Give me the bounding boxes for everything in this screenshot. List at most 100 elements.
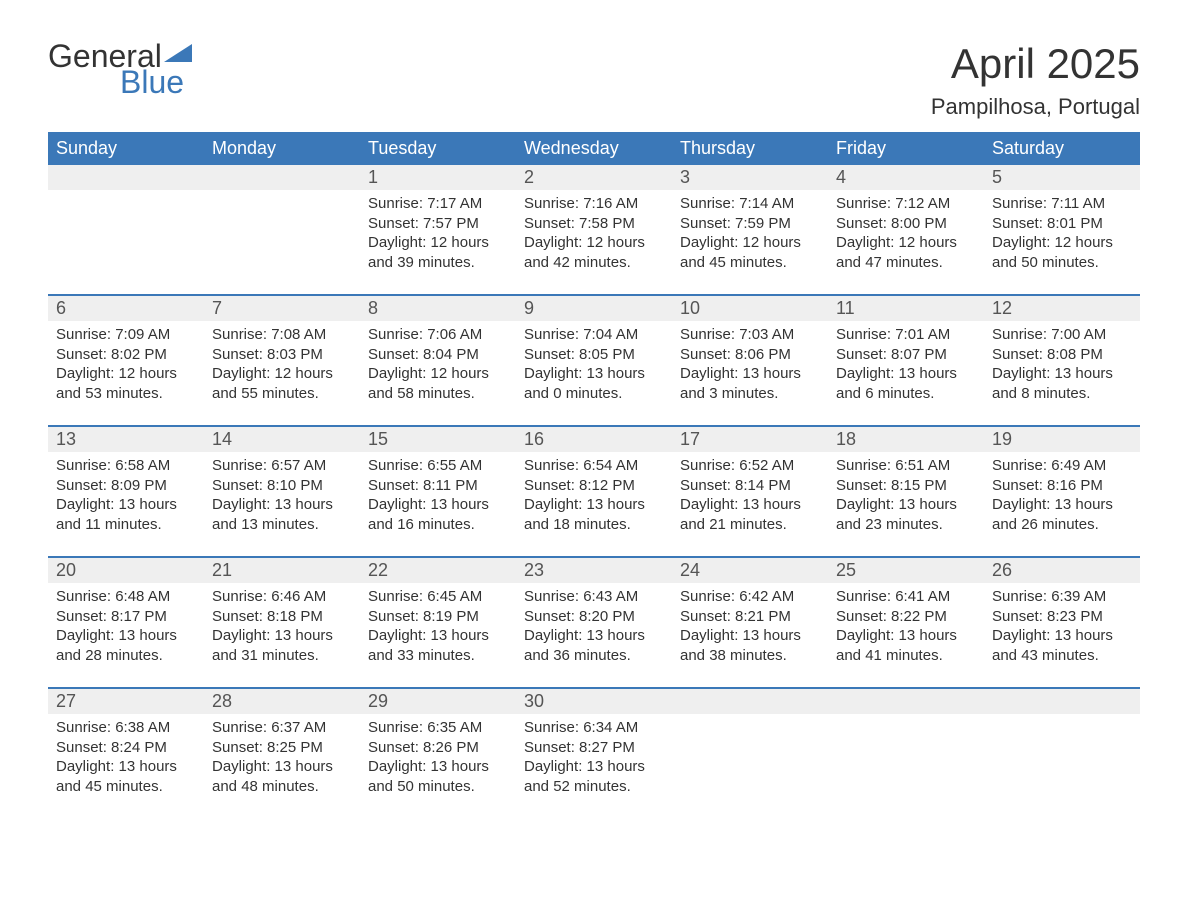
day-number: 28 [204,689,360,714]
day-details: Sunrise: 6:45 AMSunset: 8:19 PMDaylight:… [360,583,516,665]
day-number: 7 [204,296,360,321]
day-number: 21 [204,558,360,583]
day-details: Sunrise: 7:01 AMSunset: 8:07 PMDaylight:… [828,321,984,403]
calendar-day-cell: 2Sunrise: 7:16 AMSunset: 7:58 PMDaylight… [516,165,672,295]
day-details: Sunrise: 6:55 AMSunset: 8:11 PMDaylight:… [360,452,516,534]
calendar-week-row: 13Sunrise: 6:58 AMSunset: 8:09 PMDayligh… [48,426,1140,557]
calendar-day-cell: 21Sunrise: 6:46 AMSunset: 8:18 PMDayligh… [204,557,360,688]
calendar-day-cell: 12Sunrise: 7:00 AMSunset: 8:08 PMDayligh… [984,295,1140,426]
brand-part2: Blue [120,66,192,98]
day-details: Sunrise: 6:43 AMSunset: 8:20 PMDaylight:… [516,583,672,665]
day-number [48,165,204,190]
day-number [672,689,828,714]
day-number: 29 [360,689,516,714]
day-number [204,165,360,190]
day-number: 23 [516,558,672,583]
calendar-day-cell: 26Sunrise: 6:39 AMSunset: 8:23 PMDayligh… [984,557,1140,688]
calendar-day-cell: 1Sunrise: 7:17 AMSunset: 7:57 PMDaylight… [360,165,516,295]
calendar-day-cell: 10Sunrise: 7:03 AMSunset: 8:06 PMDayligh… [672,295,828,426]
calendar-day-cell [672,688,828,818]
calendar-day-cell: 13Sunrise: 6:58 AMSunset: 8:09 PMDayligh… [48,426,204,557]
day-details: Sunrise: 6:58 AMSunset: 8:09 PMDaylight:… [48,452,204,534]
calendar-day-cell: 18Sunrise: 6:51 AMSunset: 8:15 PMDayligh… [828,426,984,557]
day-details: Sunrise: 6:49 AMSunset: 8:16 PMDaylight:… [984,452,1140,534]
calendar-day-cell: 22Sunrise: 6:45 AMSunset: 8:19 PMDayligh… [360,557,516,688]
day-details: Sunrise: 7:06 AMSunset: 8:04 PMDaylight:… [360,321,516,403]
calendar-day-cell [48,165,204,295]
day-details: Sunrise: 7:00 AMSunset: 8:08 PMDaylight:… [984,321,1140,403]
day-details: Sunrise: 7:04 AMSunset: 8:05 PMDaylight:… [516,321,672,403]
day-details: Sunrise: 6:46 AMSunset: 8:18 PMDaylight:… [204,583,360,665]
calendar-day-cell: 14Sunrise: 6:57 AMSunset: 8:10 PMDayligh… [204,426,360,557]
calendar-day-cell: 17Sunrise: 6:52 AMSunset: 8:14 PMDayligh… [672,426,828,557]
calendar-day-cell [984,688,1140,818]
calendar-day-cell: 28Sunrise: 6:37 AMSunset: 8:25 PMDayligh… [204,688,360,818]
day-number: 17 [672,427,828,452]
day-number: 19 [984,427,1140,452]
calendar-day-cell: 30Sunrise: 6:34 AMSunset: 8:27 PMDayligh… [516,688,672,818]
weekday-header: Tuesday [360,132,516,165]
day-number [828,689,984,714]
day-number: 1 [360,165,516,190]
brand-logo: General Blue [48,40,192,98]
calendar-day-cell: 20Sunrise: 6:48 AMSunset: 8:17 PMDayligh… [48,557,204,688]
day-details: Sunrise: 6:51 AMSunset: 8:15 PMDaylight:… [828,452,984,534]
day-number: 2 [516,165,672,190]
day-number: 25 [828,558,984,583]
day-details: Sunrise: 7:12 AMSunset: 8:00 PMDaylight:… [828,190,984,272]
day-details: Sunrise: 6:41 AMSunset: 8:22 PMDaylight:… [828,583,984,665]
day-number: 4 [828,165,984,190]
calendar-day-cell [828,688,984,818]
day-details: Sunrise: 6:52 AMSunset: 8:14 PMDaylight:… [672,452,828,534]
day-details: Sunrise: 6:57 AMSunset: 8:10 PMDaylight:… [204,452,360,534]
weekday-header-row: SundayMondayTuesdayWednesdayThursdayFrid… [48,132,1140,165]
calendar-week-row: 6Sunrise: 7:09 AMSunset: 8:02 PMDaylight… [48,295,1140,426]
day-details: Sunrise: 7:11 AMSunset: 8:01 PMDaylight:… [984,190,1140,272]
calendar-day-cell: 25Sunrise: 6:41 AMSunset: 8:22 PMDayligh… [828,557,984,688]
day-number: 3 [672,165,828,190]
day-details: Sunrise: 6:42 AMSunset: 8:21 PMDaylight:… [672,583,828,665]
weekday-header: Wednesday [516,132,672,165]
weekday-header: Saturday [984,132,1140,165]
calendar-day-cell: 19Sunrise: 6:49 AMSunset: 8:16 PMDayligh… [984,426,1140,557]
weekday-header: Thursday [672,132,828,165]
header: General Blue April 2025 Pampilhosa, Port… [48,40,1140,120]
day-number: 12 [984,296,1140,321]
calendar-day-cell: 23Sunrise: 6:43 AMSunset: 8:20 PMDayligh… [516,557,672,688]
day-details: Sunrise: 7:16 AMSunset: 7:58 PMDaylight:… [516,190,672,272]
day-details: Sunrise: 7:08 AMSunset: 8:03 PMDaylight:… [204,321,360,403]
day-details: Sunrise: 6:38 AMSunset: 8:24 PMDaylight:… [48,714,204,796]
calendar-day-cell: 9Sunrise: 7:04 AMSunset: 8:05 PMDaylight… [516,295,672,426]
calendar-day-cell: 16Sunrise: 6:54 AMSunset: 8:12 PMDayligh… [516,426,672,557]
calendar-table: SundayMondayTuesdayWednesdayThursdayFrid… [48,132,1140,818]
calendar-day-cell: 11Sunrise: 7:01 AMSunset: 8:07 PMDayligh… [828,295,984,426]
calendar-day-cell: 29Sunrise: 6:35 AMSunset: 8:26 PMDayligh… [360,688,516,818]
day-number: 5 [984,165,1140,190]
day-number: 18 [828,427,984,452]
day-number: 26 [984,558,1140,583]
day-details: Sunrise: 6:39 AMSunset: 8:23 PMDaylight:… [984,583,1140,665]
calendar-day-cell [204,165,360,295]
day-number: 14 [204,427,360,452]
day-number: 9 [516,296,672,321]
day-details: Sunrise: 6:37 AMSunset: 8:25 PMDaylight:… [204,714,360,796]
day-number: 27 [48,689,204,714]
brand-wedge-icon [164,44,192,66]
calendar-day-cell: 3Sunrise: 7:14 AMSunset: 7:59 PMDaylight… [672,165,828,295]
calendar-day-cell: 7Sunrise: 7:08 AMSunset: 8:03 PMDaylight… [204,295,360,426]
day-number: 10 [672,296,828,321]
day-number: 30 [516,689,672,714]
calendar-day-cell: 27Sunrise: 6:38 AMSunset: 8:24 PMDayligh… [48,688,204,818]
calendar-day-cell: 15Sunrise: 6:55 AMSunset: 8:11 PMDayligh… [360,426,516,557]
day-details: Sunrise: 6:48 AMSunset: 8:17 PMDaylight:… [48,583,204,665]
day-details: Sunrise: 6:54 AMSunset: 8:12 PMDaylight:… [516,452,672,534]
day-details: Sunrise: 7:17 AMSunset: 7:57 PMDaylight:… [360,190,516,272]
day-details: Sunrise: 7:09 AMSunset: 8:02 PMDaylight:… [48,321,204,403]
calendar-week-row: 20Sunrise: 6:48 AMSunset: 8:17 PMDayligh… [48,557,1140,688]
day-number: 22 [360,558,516,583]
weekday-header: Monday [204,132,360,165]
day-number: 11 [828,296,984,321]
day-number: 20 [48,558,204,583]
calendar-day-cell: 5Sunrise: 7:11 AMSunset: 8:01 PMDaylight… [984,165,1140,295]
day-number: 15 [360,427,516,452]
